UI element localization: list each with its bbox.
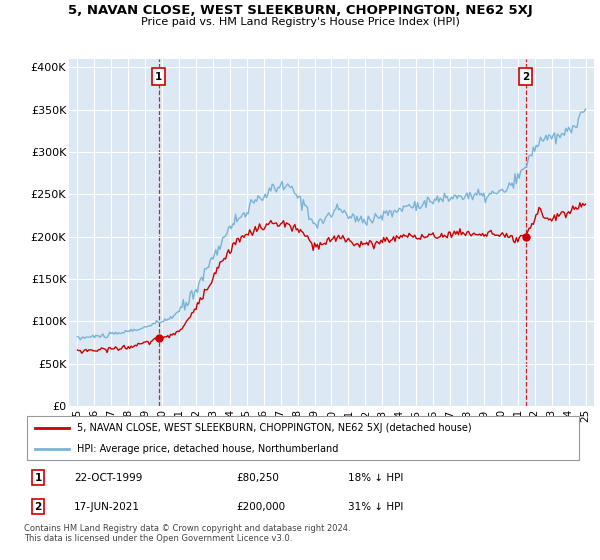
- Text: 17-JUN-2021: 17-JUN-2021: [74, 502, 140, 512]
- Text: £80,250: £80,250: [236, 473, 279, 483]
- Text: 1: 1: [34, 473, 41, 483]
- Text: 31% ↓ HPI: 31% ↓ HPI: [347, 502, 403, 512]
- Text: Contains HM Land Registry data © Crown copyright and database right 2024.
This d: Contains HM Land Registry data © Crown c…: [24, 524, 350, 543]
- Text: 5, NAVAN CLOSE, WEST SLEEKBURN, CHOPPINGTON, NE62 5XJ: 5, NAVAN CLOSE, WEST SLEEKBURN, CHOPPING…: [68, 4, 532, 17]
- Text: 22-OCT-1999: 22-OCT-1999: [74, 473, 143, 483]
- Text: 1: 1: [155, 72, 162, 82]
- Text: HPI: Average price, detached house, Northumberland: HPI: Average price, detached house, Nort…: [77, 444, 338, 454]
- Text: Price paid vs. HM Land Registry's House Price Index (HPI): Price paid vs. HM Land Registry's House …: [140, 17, 460, 27]
- Text: 2: 2: [34, 502, 41, 512]
- Text: 2: 2: [522, 72, 529, 82]
- Text: 5, NAVAN CLOSE, WEST SLEEKBURN, CHOPPINGTON, NE62 5XJ (detached house): 5, NAVAN CLOSE, WEST SLEEKBURN, CHOPPING…: [77, 423, 472, 433]
- Text: £200,000: £200,000: [236, 502, 285, 512]
- FancyBboxPatch shape: [27, 416, 579, 460]
- Text: 18% ↓ HPI: 18% ↓ HPI: [347, 473, 403, 483]
